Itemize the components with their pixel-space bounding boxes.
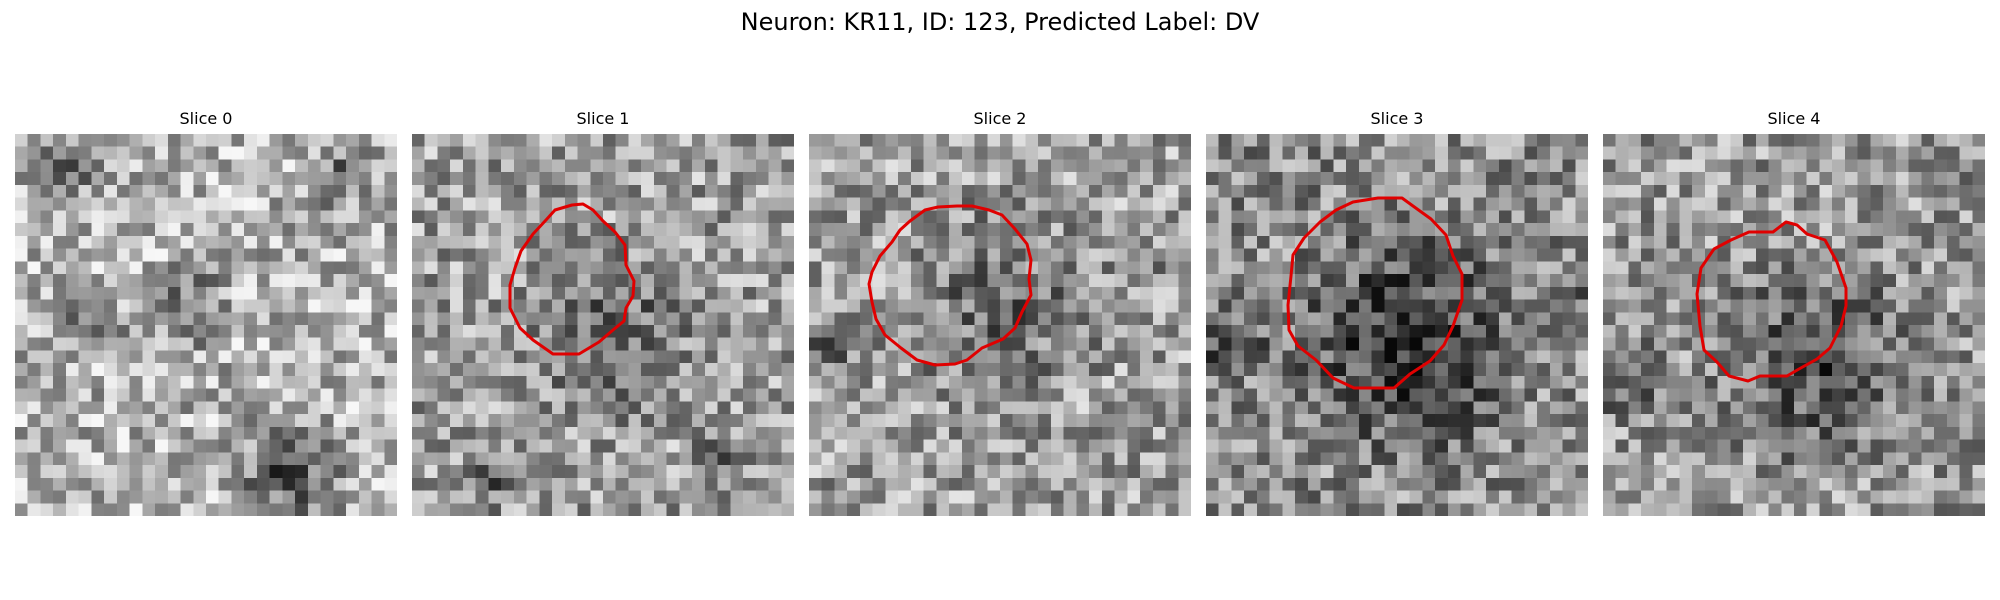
slice-title: Slice 2 (973, 109, 1027, 128)
neuron-contour (1286, 196, 1464, 390)
figure-title: Neuron: KR11, ID: 123, Predicted Label: … (740, 8, 1260, 36)
grayscale-microscopy-image (1206, 134, 1588, 516)
slice-image-0 (15, 134, 397, 516)
slice-title: Slice 1 (576, 109, 630, 128)
slice-title: Slice 3 (1370, 109, 1424, 128)
grayscale-microscopy-image (412, 134, 794, 516)
neuron-contour (867, 204, 1033, 367)
slice-panel-2: Slice 2 (809, 108, 1191, 516)
slice-image-3 (1206, 134, 1588, 516)
grayscale-microscopy-image (1603, 134, 1985, 516)
grayscale-microscopy-image (809, 134, 1191, 516)
slice-image-1 (412, 134, 794, 516)
slice-panel-1: Slice 1 (412, 108, 794, 516)
grayscale-microscopy-image (15, 134, 397, 516)
slice-panel-0: Slice 0 (15, 108, 397, 516)
neuron-contour (1695, 220, 1848, 383)
slice-image-4 (1603, 134, 1985, 516)
neuron-contour (508, 202, 636, 356)
slice-image-2 (809, 134, 1191, 516)
slice-panel-4: Slice 4 (1603, 108, 1985, 516)
slice-title: Slice 0 (179, 109, 233, 128)
slice-title: Slice 4 (1767, 109, 1821, 128)
slice-panel-3: Slice 3 (1206, 108, 1588, 516)
